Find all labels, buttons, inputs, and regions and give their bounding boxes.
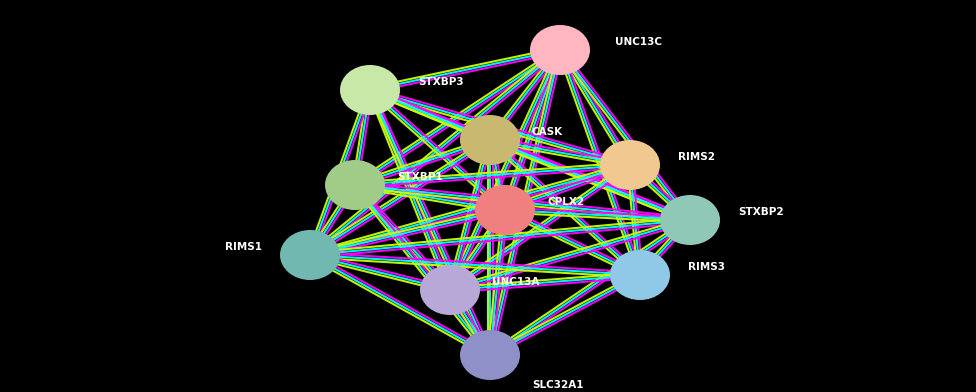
Text: RIMS2: RIMS2: [678, 152, 715, 162]
Ellipse shape: [660, 195, 720, 245]
Text: UNC13C: UNC13C: [615, 37, 662, 47]
Ellipse shape: [460, 330, 520, 380]
Ellipse shape: [600, 140, 660, 190]
Ellipse shape: [475, 185, 535, 235]
Text: RIMS1: RIMS1: [225, 242, 262, 252]
Text: CPLX2: CPLX2: [547, 197, 584, 207]
Text: STXBP2: STXBP2: [738, 207, 784, 217]
Text: SLC32A1: SLC32A1: [532, 380, 584, 390]
Text: STXBP3: STXBP3: [418, 77, 464, 87]
Ellipse shape: [280, 230, 340, 280]
Text: RIMS3: RIMS3: [688, 262, 725, 272]
Ellipse shape: [460, 115, 520, 165]
Text: STXBP1: STXBP1: [397, 172, 443, 182]
Ellipse shape: [325, 160, 385, 210]
Ellipse shape: [340, 65, 400, 115]
Ellipse shape: [610, 250, 670, 300]
Ellipse shape: [530, 25, 590, 75]
Text: CASK: CASK: [532, 127, 563, 137]
Ellipse shape: [420, 265, 480, 315]
Text: UNC13A: UNC13A: [492, 277, 540, 287]
